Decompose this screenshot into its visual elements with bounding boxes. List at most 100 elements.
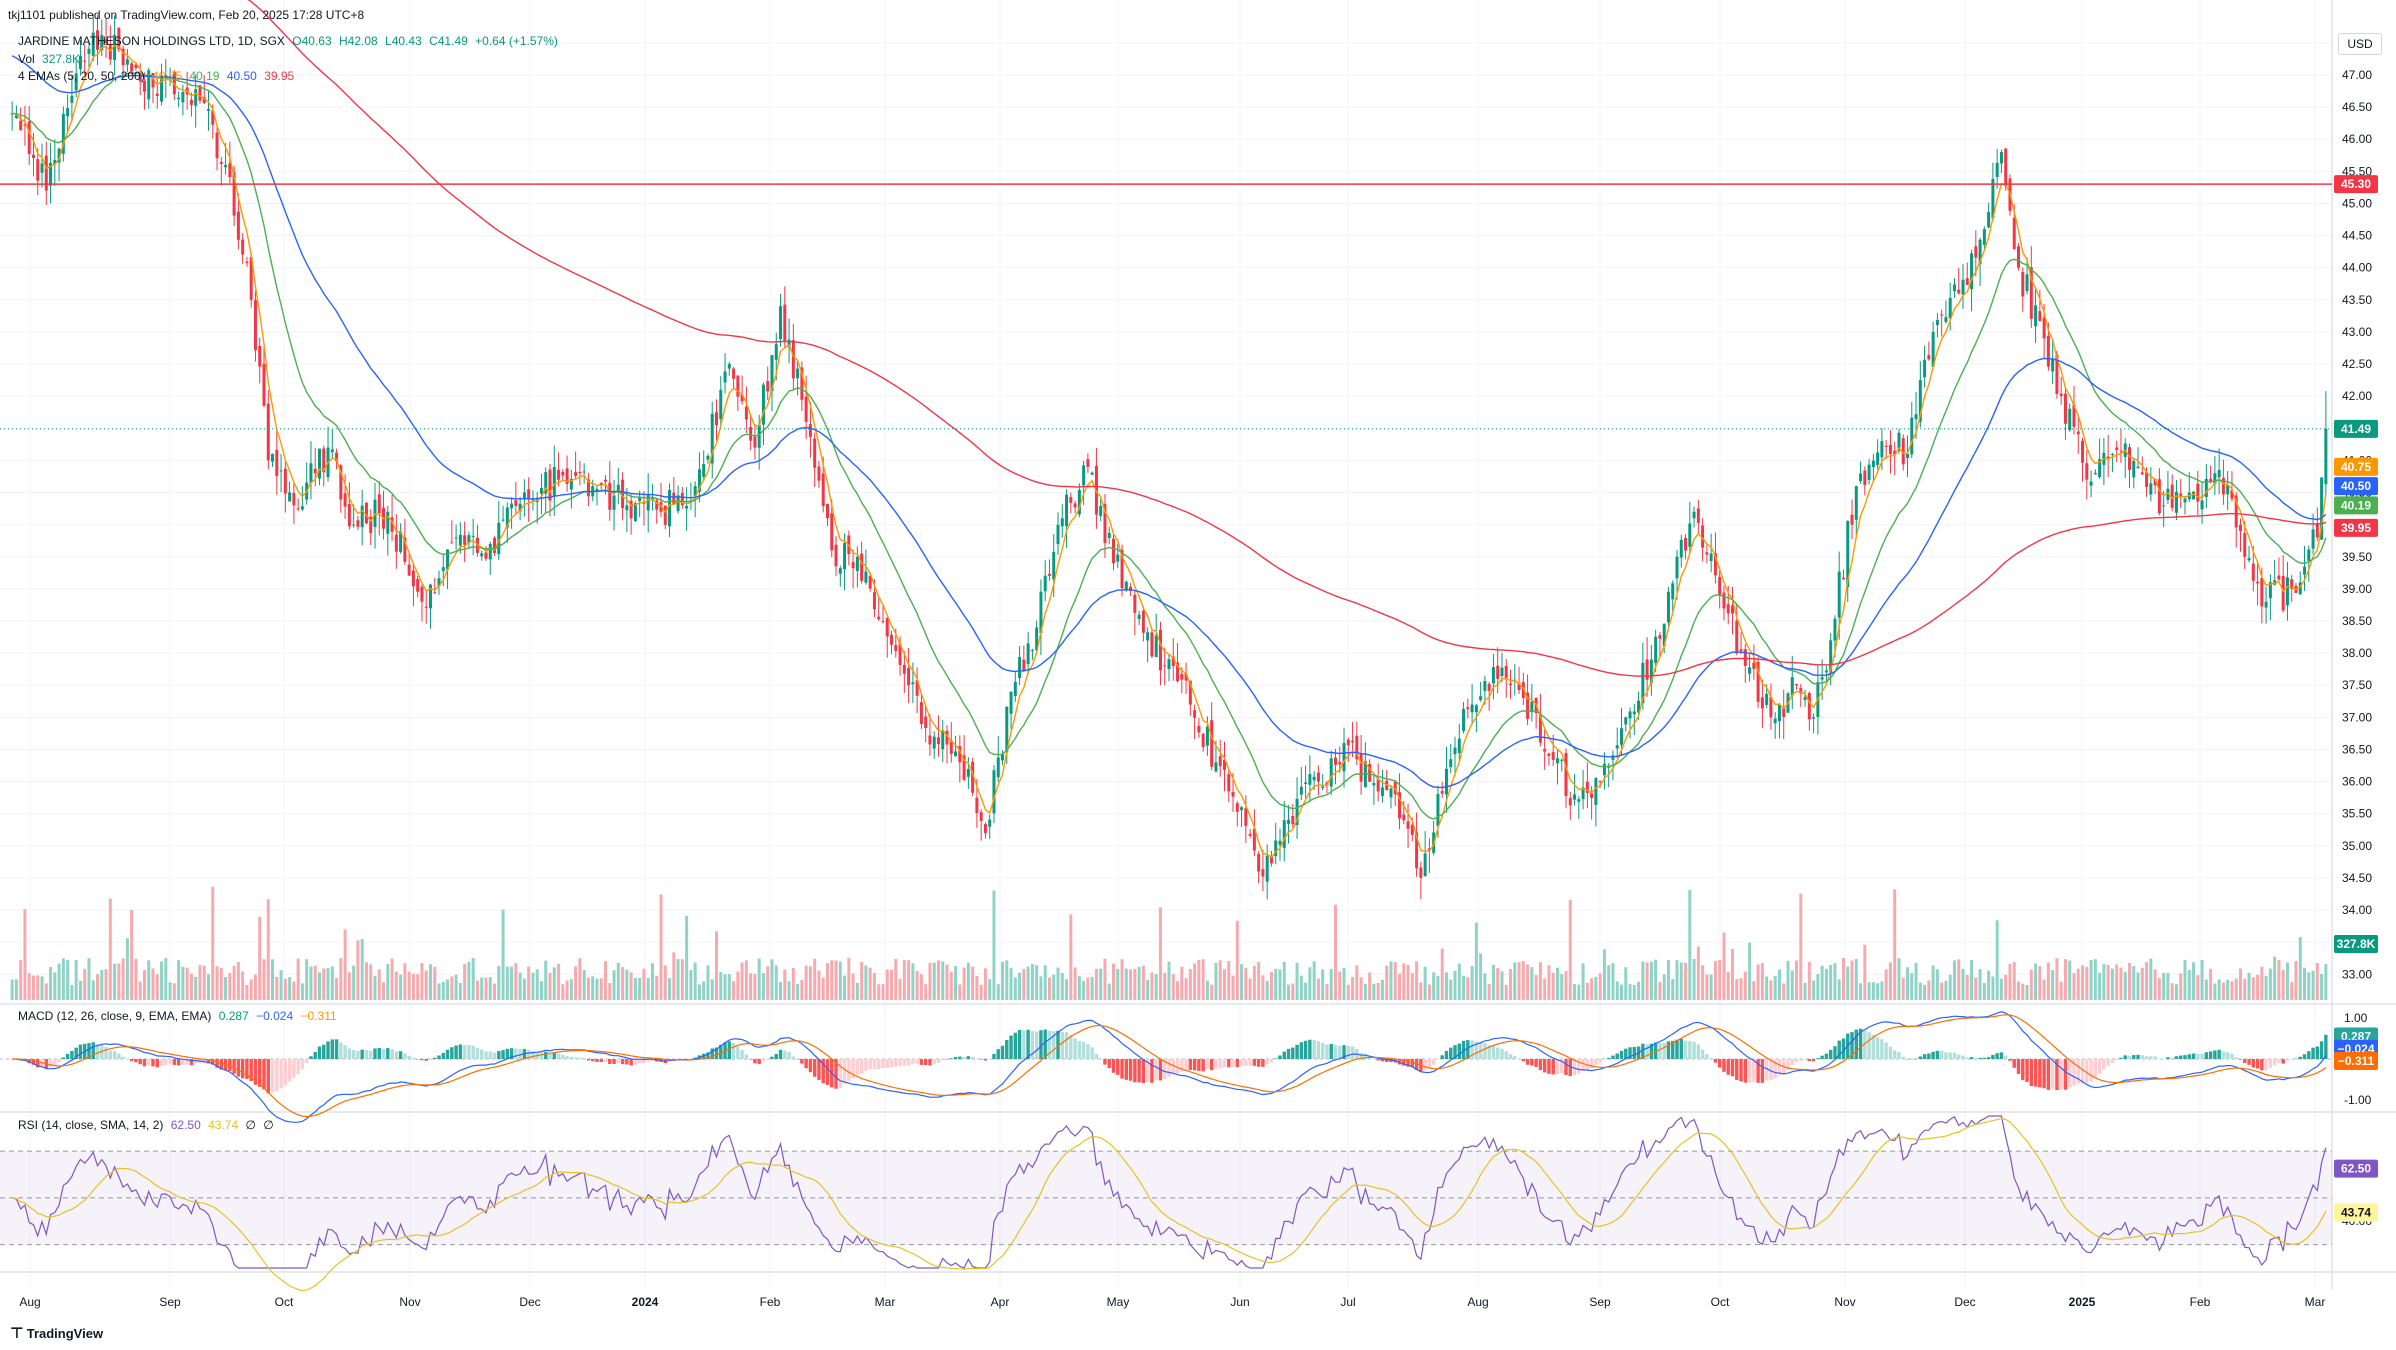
macd-histogram-bar: [1769, 1059, 1773, 1080]
volume-bar: [2119, 967, 2123, 1000]
volume-bar: [403, 963, 407, 1000]
candle-body: [1368, 764, 1372, 782]
volume-label[interactable]: Vol: [18, 52, 35, 66]
macd-histogram-bar: [1500, 1048, 1504, 1059]
volume-bar: [2260, 966, 2264, 1000]
volume-bar: [544, 960, 548, 1000]
macd-histogram-bar: [1871, 1034, 1876, 1059]
candle-body: [1914, 414, 1918, 420]
volume-bar: [582, 970, 586, 1000]
macd-histogram-bar: [330, 1039, 335, 1059]
volume-bars: [10, 886, 2328, 1000]
candle-body: [322, 448, 326, 473]
macd-histogram-bar: [2140, 1055, 2145, 1059]
candle-body: [817, 466, 821, 481]
volume-bar: [1607, 965, 1611, 1000]
volume-bar: [177, 960, 181, 1000]
volume-bar: [1555, 967, 1559, 1000]
macd-histogram-bar: [1291, 1047, 1295, 1059]
volume-bar: [96, 974, 100, 1000]
macd-histogram-bar: [582, 1058, 586, 1059]
candle-body: [569, 478, 573, 490]
currency-button[interactable]: USD: [2338, 33, 2382, 55]
tradingview-brand-text: TradingView: [26, 1326, 104, 1341]
candle-body: [1316, 772, 1320, 782]
candle-body: [872, 592, 876, 610]
macd-label[interactable]: MACD (12, 26, close, 9, EMA, EMA): [18, 1009, 212, 1023]
macd-histogram-bar: [287, 1059, 292, 1082]
macd-histogram-bar: [761, 1059, 766, 1062]
volume-bar: [1470, 965, 1474, 1000]
volume-bar: [1841, 958, 1845, 1000]
candle-body: [2209, 478, 2213, 482]
candle-body: [57, 148, 61, 163]
volume-bar: [330, 966, 334, 1000]
volume-bar: [1103, 958, 1107, 1000]
macd-histogram-bar: [181, 1059, 185, 1065]
ema-label[interactable]: 4 EMAs (5, 20, 50, 200): [18, 69, 145, 83]
candle-body: [1466, 707, 1470, 710]
candle-body: [676, 495, 680, 512]
rsi-label[interactable]: RSI (14, close, SMA, 14, 2): [18, 1118, 164, 1132]
candle-body: [629, 500, 633, 519]
candle-body: [484, 552, 488, 559]
volume-bar: [779, 982, 783, 1000]
candle-body: [1359, 753, 1363, 782]
macd-histogram-bar: [889, 1059, 894, 1068]
volume-bar: [1086, 977, 1090, 1000]
candle-body: [1743, 649, 1747, 666]
macd-histogram-bar: [2038, 1059, 2042, 1088]
macd-histogram-bar: [1209, 1059, 1214, 1071]
candle-body: [1030, 650, 1034, 652]
candle-body: [1112, 538, 1115, 564]
volume-bar: [394, 971, 398, 1000]
macd-histogram-bar: [1060, 1031, 1064, 1059]
volume-bar: [2008, 964, 2012, 1000]
macd-histogram-bar: [424, 1059, 428, 1061]
price-tick-label: 34.50: [2342, 871, 2372, 885]
volume-bar: [1820, 965, 1824, 1000]
volume-bar: [1765, 976, 1769, 1000]
volume-bar: [595, 978, 599, 1000]
volume-bar: [463, 964, 467, 1000]
candle-body: [1769, 696, 1773, 718]
horizontal-line[interactable]: [0, 183, 2332, 430]
macd-histogram-bar: [599, 1059, 603, 1063]
candle-body: [2038, 311, 2042, 321]
volume-bar: [484, 977, 488, 1000]
candle-body: [1449, 759, 1453, 768]
macd-histogram-bar: [206, 1059, 211, 1064]
volume-bar: [1863, 944, 1867, 1000]
symbol-name[interactable]: JARDINE MATHESON HOLDINGS LTD, 1D, SGX: [18, 34, 285, 48]
candle-body: [1910, 417, 1914, 455]
macd-histogram-bar: [646, 1059, 650, 1062]
macd-histogram-bar: [1935, 1050, 1940, 1059]
volume-bar: [2063, 959, 2067, 1000]
candle-body: [300, 506, 304, 510]
candle-body: [271, 453, 275, 462]
volume-bar: [1385, 965, 1389, 1000]
volume-bar: [2187, 970, 2191, 1000]
volume-bar: [1154, 974, 1158, 1000]
candle-body: [1918, 379, 1922, 422]
volume-bar: [689, 969, 693, 1000]
volume-bar: [958, 984, 962, 1000]
candle-body: [1218, 756, 1222, 767]
candle-body: [1987, 211, 1991, 228]
volume-legend: Vol 327.8K: [18, 52, 84, 66]
candle-body: [1457, 738, 1461, 754]
candle-body: [1158, 629, 1162, 671]
volume-bar: [668, 978, 672, 1000]
macd-histogram-bar: [138, 1059, 142, 1065]
volume-bar: [655, 975, 659, 1000]
volume-bar: [288, 977, 292, 1000]
candle-body: [1884, 445, 1888, 447]
candle-body: [164, 75, 168, 78]
candle-body: [1005, 706, 1009, 753]
volume-bar: [2025, 984, 2029, 1000]
volume-bar: [1812, 980, 1816, 1000]
price-tick-label: 35.50: [2342, 807, 2372, 821]
candle-body: [437, 578, 441, 587]
volume-bar: [1649, 961, 1653, 1000]
